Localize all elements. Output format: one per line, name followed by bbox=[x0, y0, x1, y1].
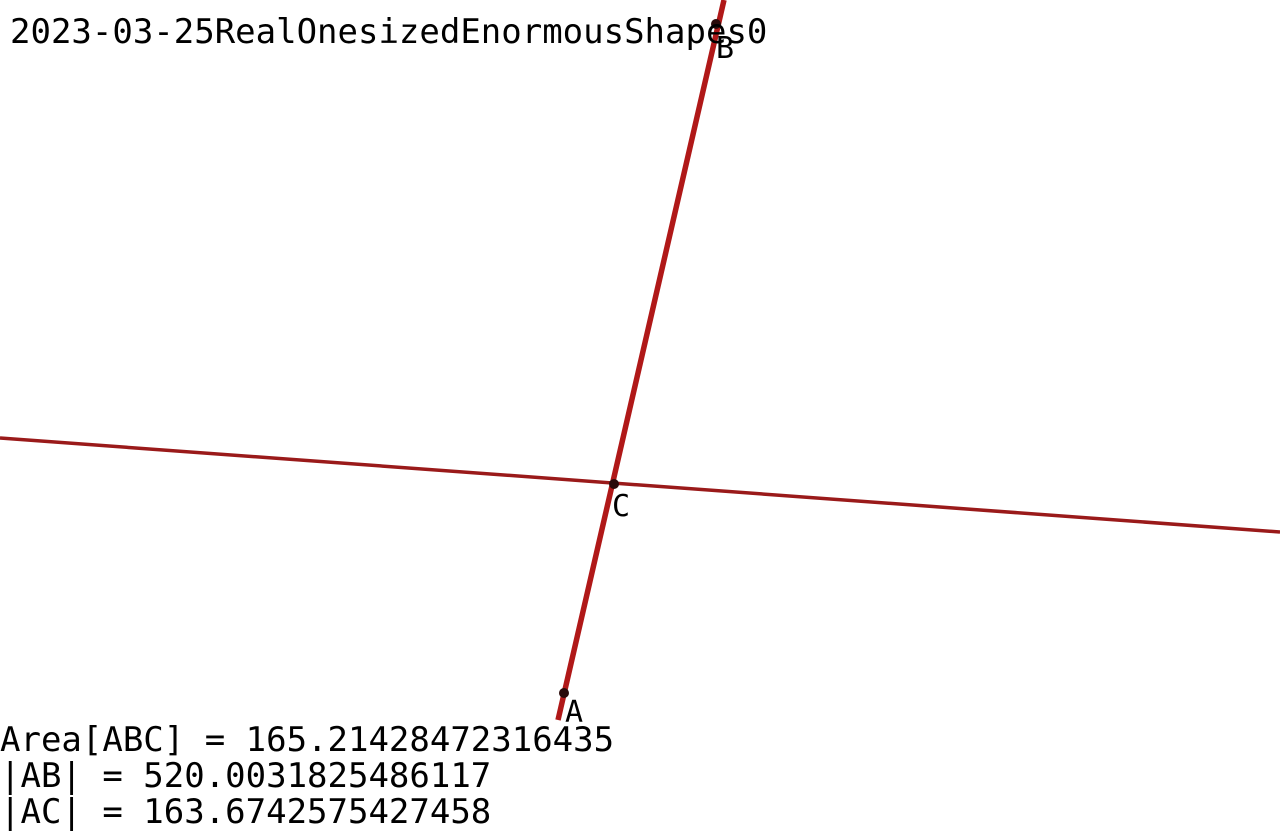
line-ab[interactable] bbox=[555, 0, 727, 721]
point-b-label: B bbox=[716, 31, 734, 66]
length-ab-readout: |AB| = 520.0031825486117 bbox=[0, 756, 492, 796]
perpendicular-line[interactable] bbox=[0, 436, 1280, 534]
measurement-readout: Area[ABC] = 165.21428472316435 |AB| = 52… bbox=[0, 722, 614, 830]
area-readout: Area[ABC] = 165.21428472316435 bbox=[0, 720, 615, 760]
point-a[interactable] bbox=[559, 688, 569, 698]
point-c[interactable] bbox=[609, 479, 619, 489]
point-b[interactable] bbox=[711, 19, 721, 29]
construction-title: 2023-03-25RealOnesizedEnormousShapes0 bbox=[10, 12, 768, 52]
length-ac-readout: |AC| = 163.6742575427458 bbox=[0, 792, 492, 832]
point-c-label: C bbox=[612, 489, 630, 524]
point-a-label: A bbox=[565, 695, 583, 730]
